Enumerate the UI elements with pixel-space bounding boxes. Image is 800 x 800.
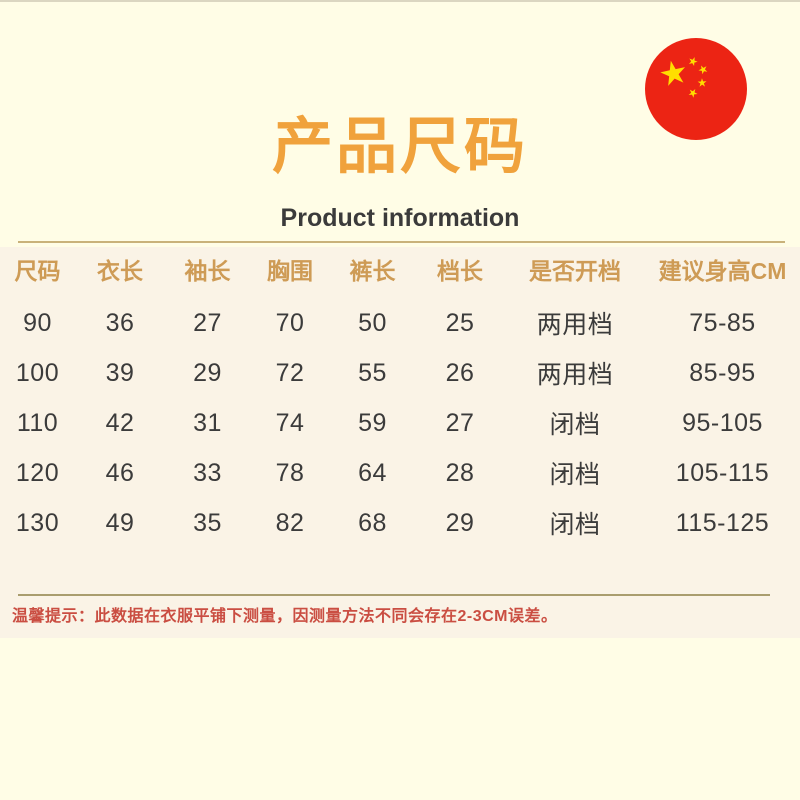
table-cell: 70 — [275, 308, 305, 337]
table-cell: 110 — [16, 408, 59, 437]
table-row: 120 46 33 78 64 28 闭档 105-115 — [0, 448, 800, 498]
table-cell: 50 — [358, 308, 387, 337]
table-cell: 26 — [445, 358, 475, 387]
column-header-6: 是否开档 — [529, 258, 621, 284]
table-cell: 29 — [445, 508, 475, 537]
table-cell: 105-115 — [675, 458, 770, 487]
table-cell: 120 — [15, 458, 60, 487]
table-cell: 29 — [193, 358, 222, 387]
table-cell: 两用档 — [536, 361, 614, 389]
table-cell: 25 — [445, 308, 475, 337]
table-cell: 74 — [275, 408, 305, 437]
table-cell: 28 — [445, 458, 475, 487]
column-header-4: 裤长 — [349, 258, 396, 284]
column-header-7: 建议身高CM — [658, 258, 787, 284]
table-cell: 33 — [193, 458, 222, 487]
china-flag-icon — [645, 36, 747, 142]
table-cell: 闭档 — [549, 511, 601, 539]
column-header-5: 档长 — [437, 258, 483, 284]
table-cell: 35 — [193, 508, 222, 537]
table-background-band — [0, 247, 800, 638]
table-cell: 95-105 — [682, 408, 763, 437]
table-cell: 68 — [358, 508, 387, 537]
page-title: 产品尺码 — [271, 112, 528, 180]
table-cell: 59 — [358, 408, 387, 437]
column-header-3: 胸围 — [267, 258, 313, 284]
table-cell: 100 — [15, 358, 60, 387]
column-header-0: 尺码 — [14, 258, 61, 284]
table-body: 90 36 27 70 50 25 两用档 75-85 100 39 29 72 55 26 两用档 85-9… — [0, 298, 800, 548]
table-cell: 85-95 — [689, 358, 756, 387]
table-cell: 115-125 — [675, 508, 770, 537]
table-cell: 49 — [105, 508, 135, 537]
table-cell: 27 — [193, 308, 222, 337]
table-cell: 72 — [275, 358, 305, 387]
table-cell: 27 — [445, 408, 475, 437]
table-row: 90 36 27 70 50 25 两用档 75-85 — [0, 298, 800, 348]
table-cell: 两用档 — [536, 311, 614, 339]
table-row: 130 49 35 82 68 29 闭档 115-125 — [0, 498, 800, 548]
divider-top — [18, 241, 785, 243]
column-header-2: 袖长 — [184, 258, 231, 284]
table-cell: 31 — [193, 408, 222, 437]
table-cell: 130 — [15, 508, 60, 537]
table-row: 100 39 29 72 55 26 两用档 85-95 — [0, 348, 800, 398]
table-cell: 闭档 — [549, 411, 601, 439]
size-table: 尺码 衣长 袖长 胸围 裤长 档长 是否开档 建议身高CM 90 36 27 70 50 25 两用档 75… — [0, 247, 800, 548]
table-header-row: 尺码 衣长 袖长 胸围 裤长 档长 是否开档 建议身高CM — [0, 247, 800, 291]
table-cell: 36 — [105, 308, 135, 337]
table-cell: 39 — [105, 358, 135, 387]
table-cell: 55 — [358, 358, 387, 387]
table-row: 110 42 31 74 59 27 闭档 95-105 — [0, 398, 800, 448]
table-cell: 78 — [275, 458, 305, 487]
table-cell: 64 — [358, 458, 387, 487]
table-cell: 75-85 — [689, 308, 756, 337]
divider-bottom — [18, 594, 770, 596]
table-cell: 闭档 — [549, 461, 601, 489]
table-cell: 42 — [105, 408, 135, 437]
column-header-1: 衣长 — [97, 258, 143, 284]
measurement-note: 温馨提示：此数据在衣服平铺下测量，因测量方法不同会存在2-3CM误差。 — [12, 608, 558, 625]
table-cell: 90 — [23, 308, 52, 337]
table-cell: 82 — [275, 508, 305, 537]
image-top-edge — [0, 0, 800, 2]
page-subtitle: Product information — [280, 204, 520, 232]
table-cell: 46 — [105, 458, 135, 487]
